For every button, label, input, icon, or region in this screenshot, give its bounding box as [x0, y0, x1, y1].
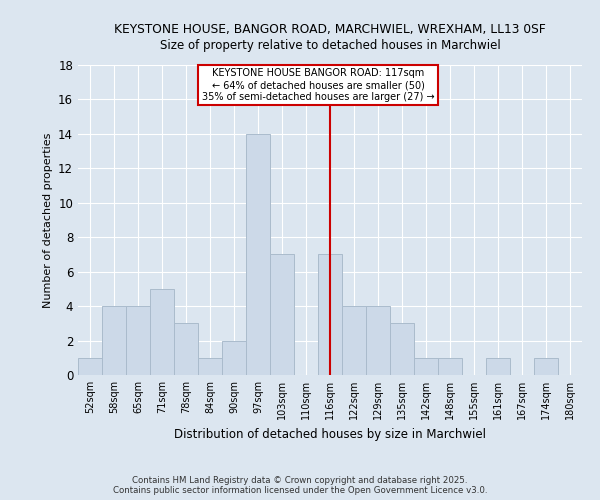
- Bar: [270, 254, 294, 375]
- Bar: [78, 358, 102, 375]
- Bar: [102, 306, 126, 375]
- Bar: [390, 324, 414, 375]
- Bar: [198, 358, 222, 375]
- Bar: [438, 358, 462, 375]
- Text: KEYSTONE HOUSE BANGOR ROAD: 117sqm
← 64% of detached houses are smaller (50)
35%: KEYSTONE HOUSE BANGOR ROAD: 117sqm ← 64%…: [202, 68, 434, 102]
- Bar: [486, 358, 510, 375]
- Bar: [150, 289, 174, 375]
- Text: Contains HM Land Registry data © Crown copyright and database right 2025.
Contai: Contains HM Land Registry data © Crown c…: [113, 476, 487, 495]
- Bar: [126, 306, 150, 375]
- X-axis label: Distribution of detached houses by size in Marchwiel: Distribution of detached houses by size …: [174, 428, 486, 440]
- Bar: [246, 134, 270, 375]
- Bar: [534, 358, 558, 375]
- Bar: [318, 254, 342, 375]
- Text: Size of property relative to detached houses in Marchwiel: Size of property relative to detached ho…: [160, 39, 500, 52]
- Text: KEYSTONE HOUSE, BANGOR ROAD, MARCHWIEL, WREXHAM, LL13 0SF: KEYSTONE HOUSE, BANGOR ROAD, MARCHWIEL, …: [114, 22, 546, 36]
- Bar: [414, 358, 438, 375]
- Bar: [342, 306, 366, 375]
- Bar: [222, 340, 246, 375]
- Bar: [174, 324, 198, 375]
- Y-axis label: Number of detached properties: Number of detached properties: [43, 132, 53, 308]
- Bar: [366, 306, 390, 375]
